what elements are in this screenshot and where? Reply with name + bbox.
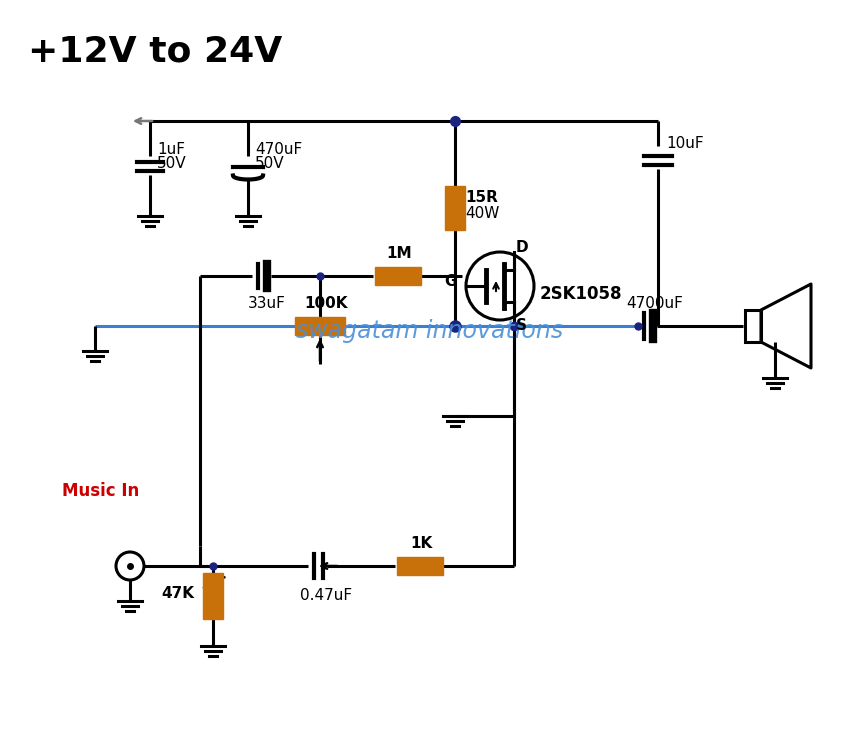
Text: 0.47uF: 0.47uF [300, 588, 352, 603]
Text: 33uF: 33uF [248, 296, 286, 311]
Text: 50V: 50V [255, 156, 285, 172]
Text: 1K: 1K [410, 537, 432, 551]
Text: 47K: 47K [161, 587, 194, 602]
Bar [295, 317, 345, 335]
Text: Music In: Music In [62, 482, 139, 500]
Text: 100K: 100K [304, 296, 348, 311]
Text: 1M: 1M [386, 246, 411, 262]
Text: D: D [516, 240, 528, 256]
Text: 15R: 15R [465, 191, 498, 206]
Bar [203, 573, 223, 619]
Bar [445, 186, 465, 230]
Bar [745, 310, 761, 342]
Text: 470uF: 470uF [255, 142, 302, 157]
Text: swagatam innovations: swagatam innovations [296, 319, 563, 343]
Text: 50V: 50V [157, 156, 187, 172]
Text: 1uF: 1uF [157, 142, 185, 157]
Text: 2SK1058: 2SK1058 [540, 285, 622, 303]
Bar [397, 557, 443, 575]
Text: G: G [444, 274, 456, 290]
Text: 4700uF: 4700uF [626, 296, 683, 311]
Text: S: S [516, 318, 527, 333]
Text: +12V to 24V: +12V to 24V [28, 34, 282, 68]
Text: 10uF: 10uF [666, 137, 704, 151]
Text: 40W: 40W [465, 206, 499, 221]
Bar [375, 267, 421, 285]
